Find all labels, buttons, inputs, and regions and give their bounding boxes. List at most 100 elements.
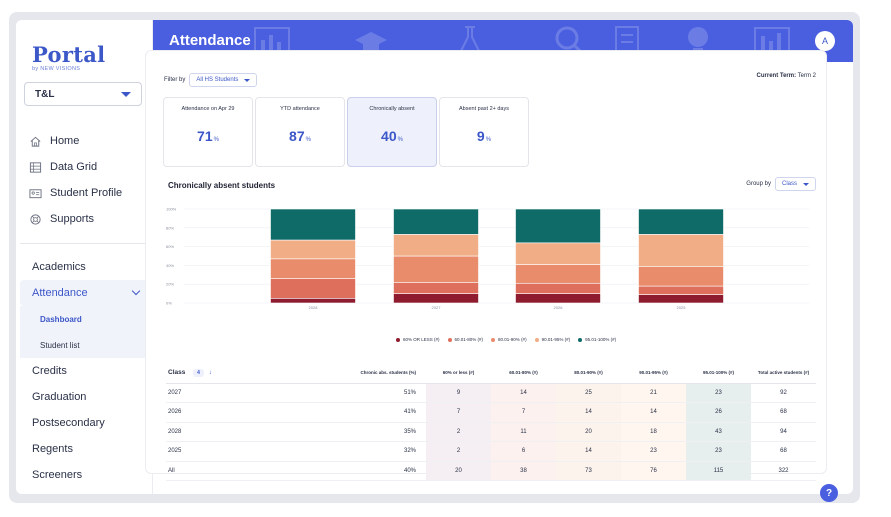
table-cell: 94 <box>751 422 816 442</box>
bar-segment[interactable] <box>638 294 724 304</box>
kpi-card-attendance-today[interactable]: Attendance on Apr 29 71% <box>163 97 253 167</box>
table-cell: 7 <box>426 402 491 423</box>
bar-segment[interactable] <box>270 278 356 299</box>
table-cell: 40% <box>316 460 426 481</box>
column-header[interactable]: 60% or less (#) <box>426 363 491 384</box>
bar-segment[interactable] <box>515 264 601 284</box>
bar-segment[interactable] <box>515 242 601 265</box>
y-tick-label: 60% <box>166 244 174 249</box>
nav-subitem-student-list[interactable]: Student list <box>20 332 149 358</box>
column-header[interactable]: 90.01-95% (#) <box>621 363 686 384</box>
nav-label: Attendance <box>32 287 88 299</box>
legend-item[interactable]: 60% OR LESS (#) <box>396 337 440 342</box>
legend-item[interactable]: 95.01-100% (#) <box>578 337 616 342</box>
bar-segment[interactable] <box>638 234 724 267</box>
table-row[interactable]: 2026 41% 7 7 14 14 26 68 <box>166 402 816 423</box>
column-header[interactable]: 60.01-80% (#) <box>491 363 556 384</box>
nav-item-home[interactable]: Home <box>16 128 153 154</box>
primary-nav: Home Data Grid Student Profile Supports <box>16 128 153 232</box>
filter-value: All HS Students <box>196 77 239 83</box>
bar-segment[interactable] <box>393 282 479 294</box>
legend-swatch <box>534 337 539 342</box>
table-cell: 92 <box>751 383 816 403</box>
nav-item-data-grid[interactable]: Data Grid <box>16 154 153 180</box>
table-cell: 23 <box>686 441 751 462</box>
legend-item[interactable]: 60.01-80% (#) <box>447 337 484 342</box>
nav-item-regents[interactable]: Regents <box>16 436 153 462</box>
y-tick-label: 40% <box>166 263 174 268</box>
bar-segment[interactable] <box>270 239 356 260</box>
legend-label: 95.01-100% (#) <box>585 337 617 342</box>
bar-segment[interactable] <box>270 258 356 279</box>
table-cell: 68 <box>751 441 816 462</box>
column-header[interactable]: 80.01-90% (#) <box>556 363 621 384</box>
kpi-label: YTD attendance <box>280 106 320 112</box>
table-cell: 68 <box>751 402 816 423</box>
nav-item-credits[interactable]: Credits <box>16 358 153 384</box>
bar-segment[interactable] <box>638 266 724 287</box>
class-header-label: Class <box>168 368 186 376</box>
table-cell: 2025 <box>166 441 316 462</box>
bar-segment[interactable] <box>393 255 479 283</box>
column-header[interactable]: 95.01-100% (#) <box>686 363 751 384</box>
filter-row: Filter by All HS Students <box>164 73 258 87</box>
x-tick-label: 2026 <box>554 305 564 310</box>
nav-subitem-dashboard[interactable]: Dashboard <box>20 306 149 332</box>
legend-label: 90.01-95% (#) <box>541 337 571 342</box>
nav-item-student-profile[interactable]: Student Profile <box>16 180 153 206</box>
nav-label: Student Profile <box>50 187 123 199</box>
table-row[interactable]: 2025 32% 2 6 14 23 23 68 <box>166 441 816 462</box>
nav-item-screeners[interactable]: Screeners <box>16 462 153 488</box>
bar-segment[interactable] <box>393 293 479 304</box>
filter-dropdown[interactable]: All HS Students <box>189 73 258 87</box>
supports-icon <box>28 212 42 226</box>
nav-item-graduation[interactable]: Graduation <box>16 384 153 410</box>
kpi-label: Attendance on Apr 29 <box>181 106 235 112</box>
dashboard-card: Filter by All HS Students Current Term: … <box>145 50 827 481</box>
help-button[interactable]: ? <box>820 484 838 502</box>
nav-item-attendance[interactable]: Attendance <box>20 280 149 306</box>
table-row[interactable]: 2028 35% 2 11 20 18 43 94 <box>166 422 816 442</box>
bar-segment[interactable] <box>270 208 356 241</box>
bar-segment[interactable] <box>515 282 601 294</box>
table-cell: 2028 <box>166 422 316 442</box>
nav-item-postsecondary[interactable]: Postsecondary <box>16 410 153 436</box>
kpi-label: Absent past 2+ days <box>459 106 509 112</box>
bar-segment[interactable] <box>638 208 724 235</box>
sidebar: Portal by NEW VISIONS T&L Home Data Grid <box>16 20 153 494</box>
column-header[interactable]: Chronic abs. students (%) <box>316 363 426 384</box>
table-row[interactable]: 2027 51% 9 14 25 21 23 92 <box>166 383 816 403</box>
bar-segment[interactable] <box>270 298 356 304</box>
kpi-card-absent-2-days[interactable]: Absent past 2+ days 9% <box>439 97 529 167</box>
nav-item-academics[interactable]: Academics <box>16 254 153 280</box>
legend-item[interactable]: 90.01-95% (#) <box>534 337 571 342</box>
nav-label: Credits <box>32 365 67 377</box>
nav-item-supports[interactable]: Supports <box>16 206 153 232</box>
school-select-value: T&L <box>35 88 55 100</box>
kpi-card-chronically-absent[interactable]: Chronically absent 40% <box>347 97 437 167</box>
table-cell: 23 <box>621 441 686 462</box>
legend-swatch <box>447 337 452 342</box>
portal-logo[interactable]: Portal by NEW VISIONS <box>32 42 105 72</box>
table-row[interactable]: All 40% 20 38 73 76 115 322 <box>166 460 816 481</box>
group-by-dropdown[interactable]: Class <box>774 177 816 191</box>
table-cell: 35% <box>316 422 426 442</box>
bar-segment[interactable] <box>393 234 479 257</box>
user-avatar[interactable]: A <box>815 31 835 51</box>
bar-segment[interactable] <box>515 293 601 304</box>
sort-arrow-icon[interactable]: ↓ <box>208 369 212 376</box>
term-value: Term 2 <box>797 73 816 79</box>
column-header-class[interactable]: Class 4 ↓ <box>166 363 316 384</box>
id-card-icon <box>28 186 42 200</box>
legend-label: 60.01-80% (#) <box>454 337 484 342</box>
bar-segment[interactable] <box>393 208 479 235</box>
legend-item[interactable]: 80.01-90% (#) <box>491 337 527 342</box>
school-select[interactable]: T&L <box>24 82 142 106</box>
column-header[interactable]: Total active students (#) <box>751 363 816 384</box>
bar-segment[interactable] <box>638 285 724 295</box>
kpi-card-ytd-attendance[interactable]: YTD attendance 87% <box>255 97 345 167</box>
sidebar-divider <box>20 243 145 244</box>
kpi-unit: % <box>485 137 492 143</box>
table-cell: 115 <box>686 460 751 481</box>
bar-segment[interactable] <box>515 208 601 244</box>
